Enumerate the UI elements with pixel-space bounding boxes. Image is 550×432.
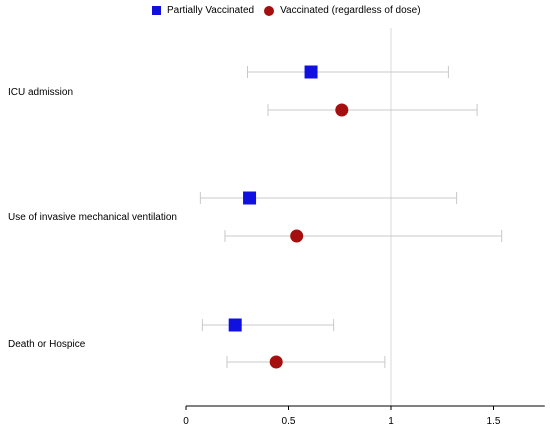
legend-square-marker [152,6,161,15]
point-marker-square [228,318,242,332]
point-marker-circle [290,229,304,243]
outcome-label-mechanical-ventilation: Use of invasive mechanical ventilation [8,212,177,223]
x-tick-label: 0.5 [282,416,296,427]
legend-circle-marker [264,5,275,16]
point-marker-circle [269,355,283,369]
x-tick-label: 0 [183,416,189,427]
legend-label-vaccinated: Vaccinated (regardless of dose) [280,5,421,16]
point-marker-circle [335,103,349,117]
point-marker-square [243,191,257,205]
outcome-label-icu-admission: ICU admission [8,87,74,98]
legend: Partially Vaccinated Vaccinated (regardl… [152,5,431,16]
outcome-label-death-or-hospice: Death or Hospice [8,339,86,350]
legend-item-vaccinated: Vaccinated (regardless of dose) [264,5,421,16]
legend-label-partially-vaccinated: Partially Vaccinated [167,5,255,16]
legend-item-partially-vaccinated: Partially Vaccinated [152,5,254,16]
x-tick-label: 1 [388,416,394,427]
x-tick-label: 1.5 [487,416,501,427]
point-marker-square [304,65,318,79]
